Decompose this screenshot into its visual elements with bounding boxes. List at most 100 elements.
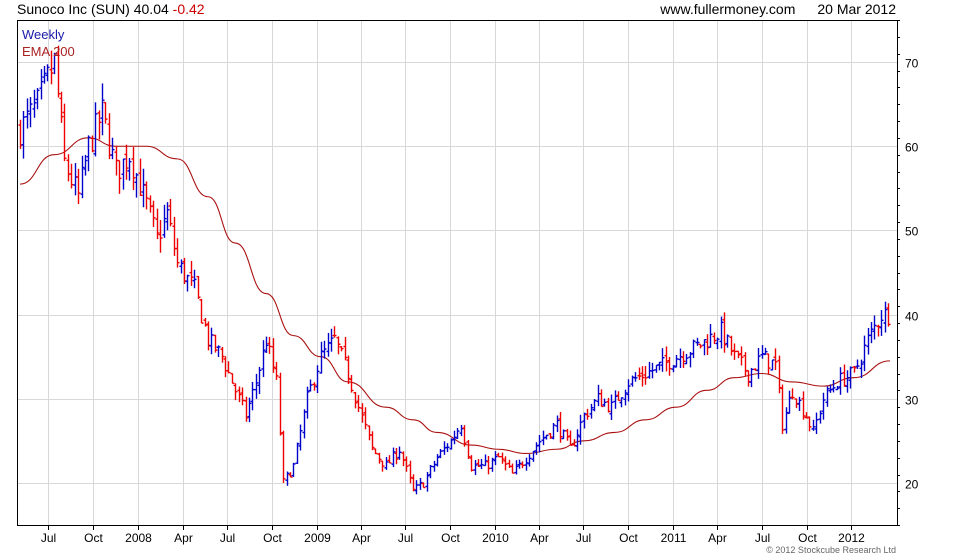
- price-bar: [845, 370, 850, 393]
- price-bar: [537, 435, 542, 453]
- price-bar: [773, 348, 778, 371]
- price-bar: [285, 471, 290, 486]
- price-bar: [599, 389, 604, 408]
- price-bar: [818, 410, 823, 424]
- price-bar: [425, 471, 430, 492]
- price-bar: [790, 388, 795, 400]
- price-bar: [602, 398, 607, 407]
- x-tick-label: Jul: [398, 531, 413, 545]
- ema-series: [19, 137, 891, 455]
- price-bar: [261, 340, 266, 378]
- price-bar: [729, 335, 734, 356]
- price-bar: [797, 396, 802, 411]
- price-bar: [476, 459, 481, 467]
- price-bar: [565, 428, 570, 441]
- price-bar: [428, 465, 433, 479]
- price-bar: [503, 456, 508, 471]
- price-bar: [835, 385, 840, 391]
- source-website[interactable]: www.fullermoney.com: [660, 1, 796, 17]
- price-bar: [667, 356, 672, 376]
- price-bar: [736, 350, 741, 359]
- legend-ema: EMA 200: [22, 44, 75, 59]
- price-bar: [97, 110, 102, 140]
- price-bar: [121, 158, 126, 190]
- price-bar: [100, 83, 105, 136]
- price-bar: [432, 460, 437, 472]
- price-bar: [199, 298, 204, 324]
- price-bar: [162, 204, 167, 238]
- price-bar: [230, 372, 235, 385]
- price-bar: [349, 374, 354, 393]
- price-bar: [756, 347, 761, 379]
- price-bar: [59, 91, 64, 123]
- price-bar: [770, 359, 775, 371]
- price-bar: [329, 328, 334, 352]
- price-bar: [397, 446, 402, 460]
- price-bar: [414, 480, 419, 495]
- x-tick-label: Oct: [441, 531, 460, 545]
- price-bar: [408, 460, 413, 484]
- price-bar: [613, 390, 618, 409]
- price-bar: [657, 361, 662, 371]
- price-bar: [708, 324, 713, 348]
- price-bar: [561, 429, 566, 440]
- price-bar: [743, 352, 748, 377]
- price-bar: [189, 260, 194, 286]
- price-bar: [866, 327, 871, 355]
- price-bar: [141, 168, 146, 208]
- x-tick-label: 2009: [304, 531, 331, 545]
- x-tick-label: Jul: [755, 531, 770, 545]
- price-bar: [165, 202, 170, 231]
- price-bar: [203, 317, 208, 327]
- price-bar: [209, 327, 214, 355]
- price-bar: [336, 336, 341, 355]
- price-bar: [39, 69, 44, 100]
- price-bar: [32, 89, 37, 118]
- price-bar: [295, 442, 300, 464]
- price-bar: [640, 366, 645, 387]
- company-name: Sunoco Inc: [17, 1, 88, 17]
- price-bar: [739, 346, 744, 366]
- x-tick-label: Apr: [708, 531, 727, 545]
- price-bar: [462, 425, 467, 447]
- price-bar: [872, 315, 877, 340]
- price-bar: [117, 159, 122, 194]
- copyright-notice: © 2012 Stockcube Research Ltd: [766, 545, 896, 555]
- price-bar: [148, 195, 153, 213]
- chart-date: 20 Mar 2012: [817, 1, 896, 17]
- price-bar: [848, 366, 853, 389]
- y-tick-label: 20: [905, 478, 919, 492]
- price-bar: [343, 336, 348, 361]
- price-bar: [732, 343, 737, 360]
- price-bar: [298, 424, 303, 451]
- price-bar: [777, 355, 782, 394]
- x-tick-label: 2011: [661, 531, 687, 545]
- price-bar: [814, 412, 819, 434]
- price-bar: [787, 390, 792, 415]
- price-bar: [315, 365, 320, 394]
- price-bar: [274, 362, 279, 380]
- price-bar: [606, 397, 611, 413]
- price-bar: [21, 111, 26, 159]
- price-bar: [312, 382, 317, 391]
- price-bar: [517, 459, 522, 469]
- price-bar: [144, 181, 149, 210]
- price-bar: [411, 474, 416, 492]
- price-bar: [131, 147, 136, 190]
- price-bar: [879, 310, 884, 336]
- price-bar: [578, 414, 583, 445]
- y-tick-label: 60: [905, 141, 919, 155]
- price-bar: [886, 303, 891, 327]
- price-bar: [363, 407, 368, 430]
- price-bar: [544, 434, 549, 440]
- price-bar: [56, 45, 61, 98]
- price-bar: [582, 412, 587, 429]
- price-bar: [473, 460, 478, 476]
- price-bar: [226, 361, 231, 374]
- price-bar: [596, 384, 601, 407]
- y-tick-label: 40: [905, 310, 919, 324]
- price-bar: [319, 341, 324, 374]
- price-bar: [459, 424, 464, 437]
- price-bar: [520, 461, 525, 469]
- price-bar: [305, 386, 310, 419]
